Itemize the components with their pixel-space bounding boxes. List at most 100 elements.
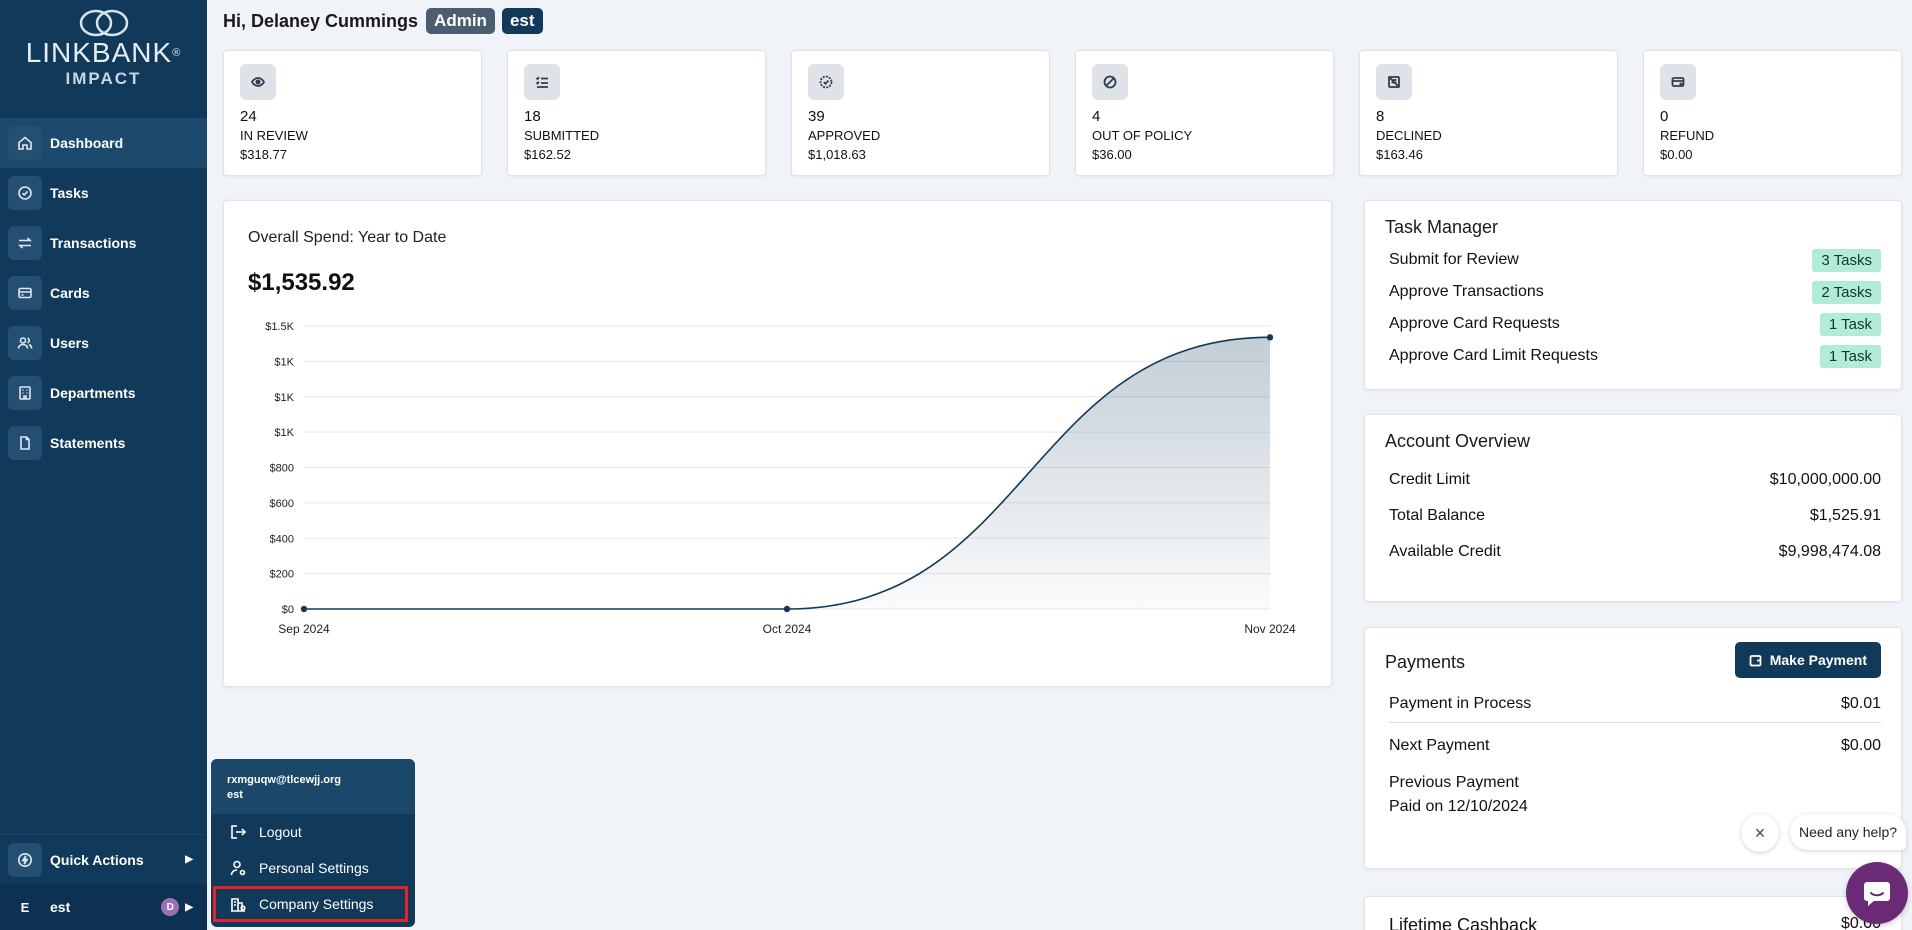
task-label: Approve Card Limit Requests bbox=[1389, 347, 1598, 364]
close-icon: × bbox=[1754, 822, 1766, 843]
sidebar-item-dashboard[interactable]: Dashboard bbox=[0, 118, 207, 168]
sidebar-item-statements[interactable]: Statements bbox=[0, 418, 207, 468]
role-badge: Admin bbox=[426, 8, 495, 34]
sidebar-item-label: Departments bbox=[50, 385, 136, 401]
help-close-button[interactable]: × bbox=[1741, 814, 1779, 852]
row-label: Previous Payment bbox=[1389, 774, 1519, 791]
no-receipt-icon bbox=[1376, 64, 1412, 100]
sidebar-item-label: Statements bbox=[50, 435, 126, 451]
caret-right-icon: ▶ bbox=[185, 854, 193, 865]
stat-card-approved[interactable]: 39 APPROVED $1,018.63 bbox=[791, 50, 1050, 176]
avatar: D bbox=[161, 898, 180, 916]
account-switcher[interactable]: E est D ▶ bbox=[0, 884, 207, 930]
stat-count: 8 bbox=[1376, 108, 1385, 125]
account-name: est bbox=[50, 899, 71, 915]
task-row-approve-card-requests[interactable]: Approve Card Requests 1 Task bbox=[1389, 308, 1881, 340]
brand-logo[interactable]: LINKBANK® IMPACT bbox=[0, 0, 207, 118]
task-label: Approve Card Requests bbox=[1389, 315, 1560, 332]
account-initial: E bbox=[20, 899, 30, 915]
chat-icon bbox=[1864, 882, 1890, 906]
stat-amount: $318.77 bbox=[240, 147, 287, 162]
sidebar: LINKBANK® IMPACT Dashboard Tasks Transac… bbox=[0, 0, 207, 930]
task-row-submit-review[interactable]: Submit for Review 3 Tasks bbox=[1389, 244, 1881, 276]
row-value: $1,525.91 bbox=[1809, 507, 1881, 524]
users-icon bbox=[8, 326, 42, 360]
chat-launcher-button[interactable] bbox=[1846, 862, 1908, 924]
y-tick-label: $800 bbox=[270, 463, 294, 475]
stat-count: 18 bbox=[524, 108, 541, 125]
stat-label: APPROVED bbox=[808, 128, 881, 143]
badge-check-icon bbox=[808, 64, 844, 100]
cashback-panel: Lifetime Cashback $0.00 bbox=[1364, 896, 1902, 930]
bolt-icon bbox=[8, 842, 42, 877]
make-payment-button[interactable]: Make Payment bbox=[1734, 642, 1881, 678]
x-tick-label: Oct 2024 bbox=[763, 622, 812, 636]
wallet-icon bbox=[1749, 654, 1762, 666]
spend-chart-card: Overall Spend: Year to Date $1,535.92 $0… bbox=[223, 200, 1332, 687]
x-tick-label: Nov 2024 bbox=[1244, 622, 1296, 636]
stat-amount: $163.46 bbox=[1376, 147, 1423, 162]
brand-sub: IMPACT bbox=[65, 69, 142, 88]
document-icon bbox=[8, 426, 42, 460]
task-count-badge: 3 Tasks bbox=[1812, 248, 1881, 272]
ban-icon bbox=[1092, 64, 1128, 100]
personal-settings-button[interactable]: Personal Settings bbox=[211, 850, 415, 886]
task-row-approve-card-limit-requests[interactable]: Approve Card Limit Requests 1 Task bbox=[1389, 340, 1881, 372]
y-tick-label: $1.5K bbox=[265, 321, 294, 333]
sidebar-item-transactions[interactable]: Transactions bbox=[0, 218, 207, 268]
cashback-title: Lifetime Cashback bbox=[1389, 915, 1538, 930]
task-manager-panel: Task Manager Submit for Review 3 Tasks A… bbox=[1364, 200, 1902, 390]
company-settings-button[interactable]: Company Settings bbox=[213, 886, 408, 922]
task-count-badge: 1 Task bbox=[1819, 312, 1881, 336]
sidebar-item-cards[interactable]: Cards bbox=[0, 268, 207, 318]
account-overview-title: Account Overview bbox=[1385, 431, 1531, 451]
sidebar-nav: Dashboard Tasks Transactions Cards Users… bbox=[0, 118, 207, 468]
stat-card-declined[interactable]: 8 DECLINED $163.46 bbox=[1359, 50, 1618, 176]
personal-settings-label: Personal Settings bbox=[259, 860, 369, 876]
stat-card-out-of-policy[interactable]: 4 OUT OF POLICY $36.00 bbox=[1075, 50, 1334, 176]
row-value: $0.00 bbox=[1840, 737, 1881, 754]
stat-count: 4 bbox=[1092, 108, 1101, 125]
sidebar-item-users[interactable]: Users bbox=[0, 318, 207, 368]
sidebar-item-label: Tasks bbox=[50, 185, 89, 201]
sidebar-item-label: Dashboard bbox=[50, 135, 124, 151]
payments-title: Payments bbox=[1385, 652, 1466, 672]
sidebar-item-tasks[interactable]: Tasks bbox=[0, 168, 207, 218]
stat-card-in-review[interactable]: 24 IN REVIEW $318.77 bbox=[223, 50, 482, 176]
sidebar-bottom: Quick Actions ▶ E est D ▶ bbox=[0, 834, 207, 930]
quick-actions-button[interactable]: Quick Actions ▶ bbox=[0, 834, 207, 884]
y-tick-label: $600 bbox=[270, 498, 294, 510]
y-tick-label: $200 bbox=[270, 569, 294, 581]
y-tick-label: $1K bbox=[274, 427, 294, 439]
row-value: $10,000,000.00 bbox=[1769, 471, 1881, 488]
stat-label: OUT OF POLICY bbox=[1092, 128, 1193, 143]
stat-amount: $36.00 bbox=[1092, 147, 1132, 162]
task-row-approve-transactions[interactable]: Approve Transactions 2 Tasks bbox=[1389, 276, 1881, 308]
stat-card-refund[interactable]: 0 REFUND $0.00 bbox=[1643, 50, 1902, 176]
page-header: Hi, Delaney Cummings Admin est bbox=[223, 6, 550, 36]
logout-button[interactable]: Logout bbox=[211, 814, 415, 850]
row-label: Payment in Process bbox=[1389, 694, 1532, 712]
sidebar-item-departments[interactable]: Departments bbox=[0, 368, 207, 418]
spend-chart: $0 $200 $400 $600 $800 $1K $1K $1K $1.5K Sep 2024… bbox=[265, 321, 1296, 636]
row-label: Next Payment bbox=[1389, 737, 1490, 754]
stat-label: IN REVIEW bbox=[240, 128, 308, 143]
logout-icon bbox=[231, 825, 247, 839]
eye-icon bbox=[240, 64, 276, 100]
stat-amount: $1,018.63 bbox=[808, 147, 866, 162]
series-line bbox=[304, 336, 1271, 610]
logout-label: Logout bbox=[259, 824, 302, 840]
logo-rings-icon bbox=[79, 9, 128, 37]
caret-right-icon: ▶ bbox=[185, 901, 193, 913]
task-label: Submit for Review bbox=[1389, 251, 1519, 268]
account-overview-panel: Account Overview Credit Limit $10,000,00… bbox=[1364, 414, 1902, 602]
card-refund-icon bbox=[1660, 64, 1696, 100]
data-point bbox=[300, 605, 308, 613]
series-area bbox=[304, 337, 1270, 609]
greeting: Hi, Delaney Cummings bbox=[223, 10, 419, 31]
row-label: Total Balance bbox=[1389, 507, 1486, 524]
task-count-badge: 2 Tasks bbox=[1812, 280, 1881, 304]
previous-payment-row: Previous Payment Paid on 12/10/2024 bbox=[1389, 771, 1881, 819]
help-bubble[interactable]: Need any help? bbox=[1790, 814, 1906, 850]
stat-card-submitted[interactable]: 18 SUBMITTED $162.52 bbox=[507, 50, 766, 176]
